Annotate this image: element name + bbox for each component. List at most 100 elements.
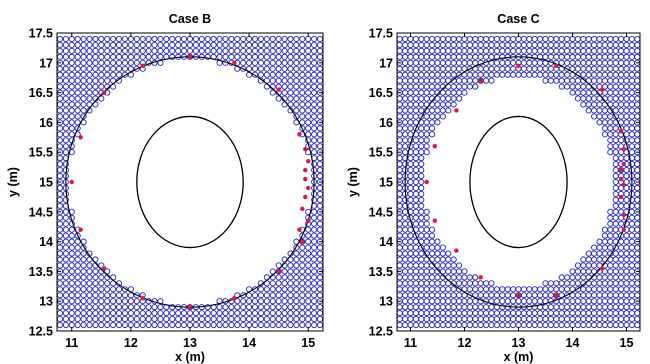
grid-marker (461, 274, 468, 281)
grid-marker (450, 321, 457, 329)
grid-marker (57, 262, 64, 269)
grid-marker (612, 321, 619, 329)
grid-marker (423, 83, 430, 90)
grid-marker (607, 286, 614, 293)
grid-marker (585, 53, 592, 60)
grid-marker (397, 220, 403, 227)
grid-marker (531, 47, 538, 54)
highlight-point (424, 179, 429, 185)
grid-marker (57, 196, 64, 203)
grid-marker (62, 35, 69, 43)
grid-marker (412, 137, 419, 144)
grid-marker (456, 292, 463, 299)
grid-marker (198, 321, 205, 329)
grid-marker (520, 65, 527, 72)
grid-marker (591, 35, 598, 43)
grid-marker (204, 310, 211, 317)
grid-marker (499, 41, 506, 48)
grid-marker (74, 256, 81, 263)
grid-marker (240, 47, 247, 54)
grid-marker (80, 101, 87, 108)
grid-marker (62, 268, 69, 275)
grid-marker (537, 35, 544, 43)
grid-marker (311, 137, 318, 144)
grid-marker (311, 250, 318, 257)
grid-marker (418, 83, 425, 90)
grid-marker (121, 321, 129, 329)
grid-marker (623, 125, 630, 132)
grid-marker (612, 292, 619, 299)
grid-marker (412, 310, 419, 317)
grid-marker (488, 316, 495, 323)
grid-marker (234, 41, 241, 48)
grid-marker (499, 310, 506, 317)
grid-marker (305, 77, 312, 84)
grid-marker (57, 226, 64, 233)
grid-marker (397, 304, 403, 311)
grid-marker (86, 298, 93, 305)
grid-marker (418, 71, 425, 78)
grid-marker (429, 226, 436, 233)
grid-marker (607, 232, 614, 239)
grid-marker (634, 71, 640, 78)
grid-marker (510, 286, 517, 293)
grid-marker (57, 184, 64, 192)
grid-marker (397, 53, 403, 60)
grid-marker (234, 304, 241, 311)
grid-marker (483, 47, 490, 54)
x-axis-label: x (m) (175, 350, 205, 364)
grid-marker (429, 77, 436, 84)
grid-marker (133, 47, 140, 54)
grid-marker (222, 35, 229, 43)
grid-marker (281, 53, 288, 60)
grid-marker (157, 53, 164, 60)
grid-marker (628, 71, 635, 78)
grid-marker (228, 41, 235, 48)
grid-marker (456, 65, 463, 72)
grid-marker (287, 286, 294, 293)
grid-markers (57, 35, 323, 329)
grid-marker (526, 298, 533, 305)
grid-marker (305, 83, 312, 90)
grid-marker (316, 244, 323, 251)
grid-marker (439, 53, 446, 60)
grid-marker (434, 298, 441, 305)
grid-marker (477, 286, 484, 293)
plot-area (57, 35, 323, 329)
grid-marker (477, 310, 484, 317)
grid-marker (477, 65, 484, 72)
grid-marker (634, 53, 640, 60)
grid-marker (601, 77, 608, 84)
grid-marker (407, 59, 414, 66)
grid-marker (92, 286, 99, 293)
grid-marker (311, 131, 318, 138)
grid-marker (316, 41, 323, 48)
grid-marker (429, 65, 436, 72)
grid-marker (628, 316, 635, 323)
grid-marker (612, 149, 619, 156)
grid-marker (542, 71, 549, 78)
grid-marker (601, 292, 608, 299)
grid-marker (293, 89, 300, 96)
grid-marker (569, 268, 576, 275)
grid-marker (175, 321, 182, 329)
grid-marker (412, 321, 419, 329)
grid-marker (163, 35, 170, 43)
grid-marker (151, 304, 158, 311)
grid-marker (62, 59, 69, 66)
grid-marker (293, 83, 300, 90)
grid-marker (542, 286, 549, 293)
grid-marker (434, 238, 441, 245)
grid-marker (612, 143, 619, 150)
grid-marker (634, 226, 640, 233)
grid-marker (423, 71, 430, 78)
grid-marker (429, 238, 436, 245)
grid-marker (531, 41, 538, 48)
grid-marker (553, 77, 560, 84)
grid-marker (488, 321, 495, 329)
grid-marker (510, 35, 517, 43)
grid-marker (542, 53, 549, 60)
grid-marker (412, 95, 419, 102)
grid-marker (612, 268, 619, 275)
y-tick-label: 17 (379, 56, 393, 70)
